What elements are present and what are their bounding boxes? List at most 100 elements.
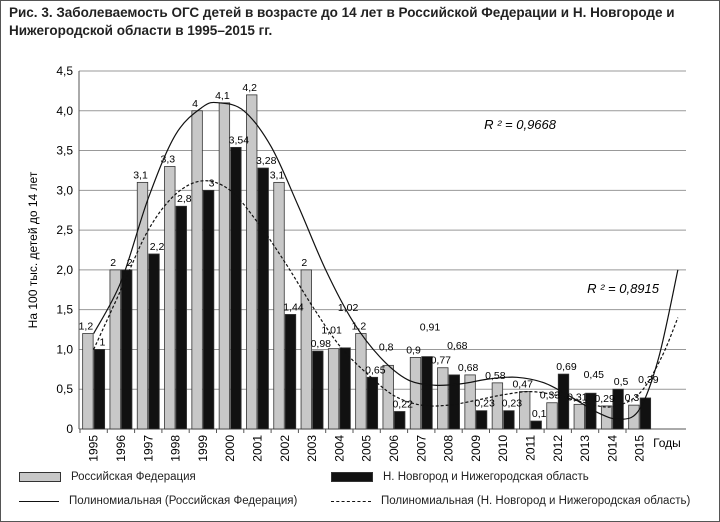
x-tick-label: 2015 (633, 435, 647, 462)
x-tick-label: 2000 (223, 435, 237, 462)
y-tick-label: 3,5 (56, 144, 73, 158)
bar-nn (475, 410, 488, 430)
data-label-rf: 3,1 (270, 169, 285, 181)
data-label-rf: 1,01 (321, 325, 342, 337)
legend-label-rf: Российская Федерация (71, 471, 196, 483)
bar-nn (366, 376, 379, 430)
bar-rf (164, 166, 176, 430)
bar-rf (355, 333, 367, 430)
y-tick-label: 3,0 (56, 183, 73, 197)
bar-nn (339, 347, 351, 430)
x-tick-label: 2008 (442, 435, 456, 462)
bar-rf (82, 333, 94, 430)
data-label-rf: 0,58 (485, 370, 506, 382)
data-label-rf: 0,8 (379, 341, 394, 353)
y-tick-label: 0 (66, 422, 73, 436)
x-tick-label: 2006 (387, 435, 401, 462)
x-tick-label: 2007 (414, 435, 428, 462)
r2-label-nn: R ² = 0,8915 (587, 281, 660, 296)
r2-label-rf: R ² = 0,9668 (484, 117, 557, 132)
data-label-rf: 4,2 (242, 82, 257, 94)
data-label-nn: 0,1 (532, 408, 547, 420)
data-label-nn: 0,45 (584, 369, 605, 381)
x-tick-label: 2002 (278, 435, 292, 462)
data-label-nn: 0,98 (311, 338, 332, 350)
y-tick-label: 4,0 (56, 104, 73, 118)
x-tick-label: 1999 (196, 435, 210, 462)
bar-nn (394, 411, 406, 430)
data-label-nn: 3,54 (229, 134, 250, 146)
data-label-rf: 2 (301, 257, 307, 269)
bar-rf (191, 110, 203, 430)
trendline-rf (93, 101, 679, 421)
bar-rf (573, 403, 585, 430)
legend-item-trend-nn: Полиномиальная (Н. Новгород и Нижегородс… (331, 495, 690, 507)
data-label-rf: 0,33 (540, 390, 561, 402)
bar-nn (230, 146, 242, 430)
bar-nn (175, 205, 187, 430)
bar-rf (273, 181, 285, 430)
data-label-rf: 4 (192, 98, 198, 110)
bar-nn (448, 374, 460, 430)
bar-nn (257, 167, 269, 430)
data-label-nn: 0,65 (365, 364, 386, 376)
bar-nn (148, 253, 160, 430)
x-tick-label: 2011 (523, 435, 537, 461)
data-label-nn: 1,44 (283, 301, 304, 313)
data-label-nn: 3,28 (256, 155, 277, 167)
bar-rf (218, 102, 231, 430)
bar-nn (639, 397, 652, 430)
bar-nn (557, 373, 570, 430)
y-tick-label: 2,0 (56, 263, 73, 277)
x-tick-label: 2004 (332, 435, 346, 462)
bar-rf (136, 181, 149, 430)
x-tick-label: 2012 (551, 435, 565, 462)
bar-nn (503, 410, 515, 430)
data-label-rf: 0,29 (594, 393, 615, 405)
bar-nn (121, 269, 133, 430)
x-tick-label: 1995 (87, 435, 101, 462)
data-label-nn: 0,5 (614, 376, 629, 388)
x-tick-label: 2009 (469, 435, 483, 462)
data-label-nn: 2 (127, 257, 133, 269)
data-label-rf: 0,31 (567, 391, 588, 403)
bar-rf (246, 94, 258, 430)
legend-label-nn: Н. Новгород и Нижегородская область (383, 471, 589, 483)
y-tick-label: 1,5 (56, 303, 73, 317)
data-label-nn: 1 (99, 336, 105, 348)
bar-rf (628, 404, 640, 430)
data-label-rf: 1,2 (79, 321, 94, 333)
bar-rf (300, 269, 312, 430)
bar-nn (93, 349, 106, 430)
data-label-nn: 3 (209, 177, 215, 189)
data-label-rf: 0,3 (625, 392, 640, 404)
data-label-nn: 0,23 (474, 398, 495, 410)
trendline-nn (93, 180, 679, 408)
data-label-rf: 0,47 (512, 379, 533, 391)
y-tick-label: 0,5 (56, 382, 73, 396)
data-label-nn: 0,91 (420, 322, 441, 334)
bar-nn (585, 392, 597, 430)
bar-rf (327, 348, 340, 430)
bar-rf (491, 382, 504, 430)
data-label-nn: 0,68 (447, 340, 468, 352)
data-label-nn: 2,8 (177, 193, 192, 205)
bar-nn (312, 350, 324, 430)
data-label-rf: 0,68 (458, 362, 479, 374)
legend-item-rf: Российская Федерация (19, 471, 196, 483)
data-label-rf: 0,77 (431, 355, 452, 367)
data-label-rf: 3,1 (133, 169, 148, 181)
bar-nn (421, 356, 433, 430)
bar-nn (202, 189, 215, 430)
x-tick-label: 2003 (305, 435, 319, 462)
legend-label-trend-nn: Полиномиальная (Н. Новгород и Нижегородс… (381, 495, 691, 507)
x-tick-label: 1997 (141, 435, 155, 462)
chart-title: Рис. 3. Заболеваемость ОГС детей в возра… (9, 5, 675, 38)
bar-rf (109, 269, 121, 430)
x-tick-label: 2010 (496, 435, 510, 462)
data-label-nn: 2,2 (150, 241, 165, 253)
y-tick-label: 4,5 (56, 64, 73, 78)
y-tick-label: 2,5 (56, 223, 73, 237)
